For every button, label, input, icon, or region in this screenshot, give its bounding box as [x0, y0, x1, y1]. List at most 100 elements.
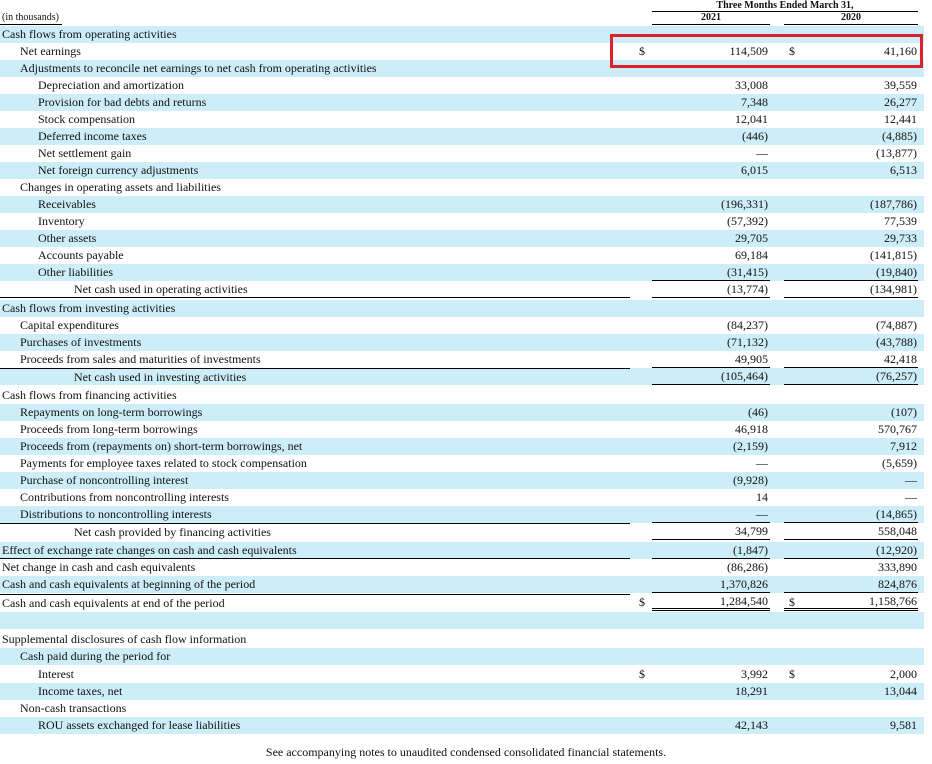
- row-label: Deferred income taxes: [38, 129, 147, 143]
- value-2021: 42,143: [735, 718, 768, 732]
- net-earnings-highlight: [610, 34, 923, 68]
- row-label: Non-cash transactions: [20, 701, 127, 715]
- value-2020: 42,418: [784, 351, 918, 368]
- value-2020: (141,815): [870, 248, 917, 262]
- row-label: Effect of exchange rate changes on cash …: [0, 542, 630, 559]
- table-row: Cash and cash equivalents at beginning o…: [0, 576, 924, 593]
- row-label: Net settlement gain: [38, 146, 132, 160]
- table-row: Deferred income taxes (446) (4,885): [0, 128, 924, 145]
- value-2021: 1,284,540: [652, 594, 770, 611]
- value-2020: 77,539: [884, 214, 917, 228]
- value-2020: (76,257): [784, 368, 918, 385]
- value-2020: (43,788): [876, 335, 917, 349]
- row-label: Net cash used in investing activities: [0, 368, 630, 385]
- table-row: Income taxes, net 18,291 13,044: [0, 683, 924, 700]
- value-2020: 29,733: [884, 231, 917, 245]
- table-row: Net settlement gain — (13,877): [0, 145, 924, 162]
- footnote: See accompanying notes to unaudited cond…: [265, 745, 667, 759]
- value-2021: 114,509: [729, 44, 768, 58]
- table-row: Receivables (196,331) (187,786): [0, 196, 924, 213]
- value-2021: (196,331): [721, 197, 768, 211]
- value-2020: 824,876: [784, 576, 918, 593]
- value-2021: (9,928): [733, 473, 768, 487]
- table-row: Purchases of investments (71,132) (43,788): [0, 334, 924, 351]
- table-row: Cash flows from investing activities: [0, 300, 924, 317]
- table-row: Cash flows from operating activities: [0, 26, 924, 43]
- value-2021: (84,237): [727, 318, 768, 332]
- table-row: Depreciation and amortization 33,008 39,55…: [0, 77, 924, 94]
- row-label: Capital expenditures: [20, 318, 119, 332]
- row-label: Adjustments to reconcile net earnings to…: [20, 61, 377, 75]
- value-2021: (2,159): [733, 439, 768, 453]
- value-2021: (446): [742, 129, 768, 143]
- row-label: Repayments on long-term borrowings: [20, 405, 203, 419]
- value-2020: —: [905, 490, 917, 504]
- row-label: Receivables: [38, 197, 96, 211]
- row-label: Net cash used in operating activities: [0, 281, 630, 298]
- row-label: Other liabilities: [38, 265, 113, 279]
- currency-symbol: $: [639, 667, 645, 681]
- row-label: Provision for bad debts and returns: [38, 95, 207, 109]
- value-2021: (71,132): [727, 335, 768, 349]
- table-row: Inventory (57,392) 77,539: [0, 213, 924, 230]
- currency-symbol: $: [789, 595, 795, 609]
- table-row: Proceeds from (repayments on) short-term…: [0, 438, 924, 455]
- table-row: Proceeds from long-term borrowings 46,918…: [0, 421, 924, 438]
- value-2021: 49,905: [652, 351, 770, 368]
- row-label: Changes in operating assets and liabilit…: [20, 180, 221, 194]
- table-row: Contributions from noncontrolling intere…: [0, 489, 924, 506]
- row-label: Proceeds from long-term borrowings: [20, 422, 198, 436]
- table-row: Non-cash transactions: [0, 700, 924, 717]
- table-row: Cash flows from financing activities: [0, 387, 924, 404]
- row-label: Depreciation and amortization: [38, 78, 184, 92]
- table-row: Changes in operating assets and liabilit…: [0, 179, 924, 196]
- value-2020: (13,877): [876, 146, 917, 160]
- row-label: Stock compensation: [38, 112, 135, 126]
- value-2020: (12,920): [784, 542, 918, 559]
- value-2021: 29,705: [735, 231, 768, 245]
- row-label: Inventory: [38, 214, 85, 228]
- period-header: Three Months Ended March 31,: [716, 0, 854, 11]
- table-row: Interest $ $3,992 2,000: [0, 666, 924, 683]
- table-row: Net foreign currency adjustments 6,015 6,5…: [0, 162, 924, 179]
- row-label: Purchase of noncontrolling interest: [20, 473, 189, 487]
- row-label: Net foreign currency adjustments: [38, 163, 199, 177]
- year-2020-rule: [784, 24, 918, 25]
- table-row: [0, 612, 924, 629]
- table-row: Payments for employee taxes related to s…: [0, 455, 924, 472]
- value-2020: (19,840): [784, 264, 918, 281]
- table-row: Purchase of noncontrolling interest (9,92…: [0, 472, 924, 489]
- value-2020: 39,559: [884, 78, 917, 92]
- value-2020: (107): [891, 405, 917, 419]
- value-2021: (86,286): [727, 560, 768, 574]
- table-row: Cash and cash equivalents at end of the …: [0, 594, 924, 611]
- table-row: Other liabilities (31,415) (19,840): [0, 264, 924, 281]
- value-2021: 18,291: [735, 684, 768, 698]
- value-2021: (13,774): [652, 281, 770, 298]
- row-label: Purchases of investments: [20, 335, 142, 349]
- table-row: Capital expenditures (84,237) (74,887): [0, 317, 924, 334]
- value-2020: 6,513: [890, 163, 917, 177]
- table-row: Stock compensation 12,041 12,441: [0, 111, 924, 128]
- row-label: Proceeds from sales and maturities of in…: [20, 352, 261, 366]
- value-2021: —: [652, 506, 770, 523]
- value-2020: (5,659): [882, 456, 917, 470]
- value-2021: 33,008: [735, 78, 768, 92]
- row-label: Cash flows from investing activities: [2, 301, 176, 315]
- value-2020: —: [905, 473, 917, 487]
- value-2020: 1,158,766: [784, 594, 918, 611]
- table-row: Net cash provided by financing activitie…: [0, 523, 924, 540]
- row-label: Cash and cash equivalents at end of the …: [0, 594, 630, 611]
- value-2020: 570,767: [878, 422, 917, 436]
- table-row: Provision for bad debts and returns 7,348…: [0, 94, 924, 111]
- header-rule: [652, 11, 918, 12]
- value-2020: (187,786): [870, 197, 917, 211]
- table-row: Net cash used in investing activities (10…: [0, 368, 924, 385]
- value-2021: 1,370,826: [652, 576, 770, 593]
- row-label: Proceeds from (repayments on) short-term…: [20, 439, 303, 453]
- value-2020: (134,981): [784, 281, 918, 298]
- value-2020: (14,865): [784, 506, 918, 523]
- table-row: Cash paid during the period for: [0, 648, 924, 665]
- row-label: Income taxes, net: [38, 684, 123, 698]
